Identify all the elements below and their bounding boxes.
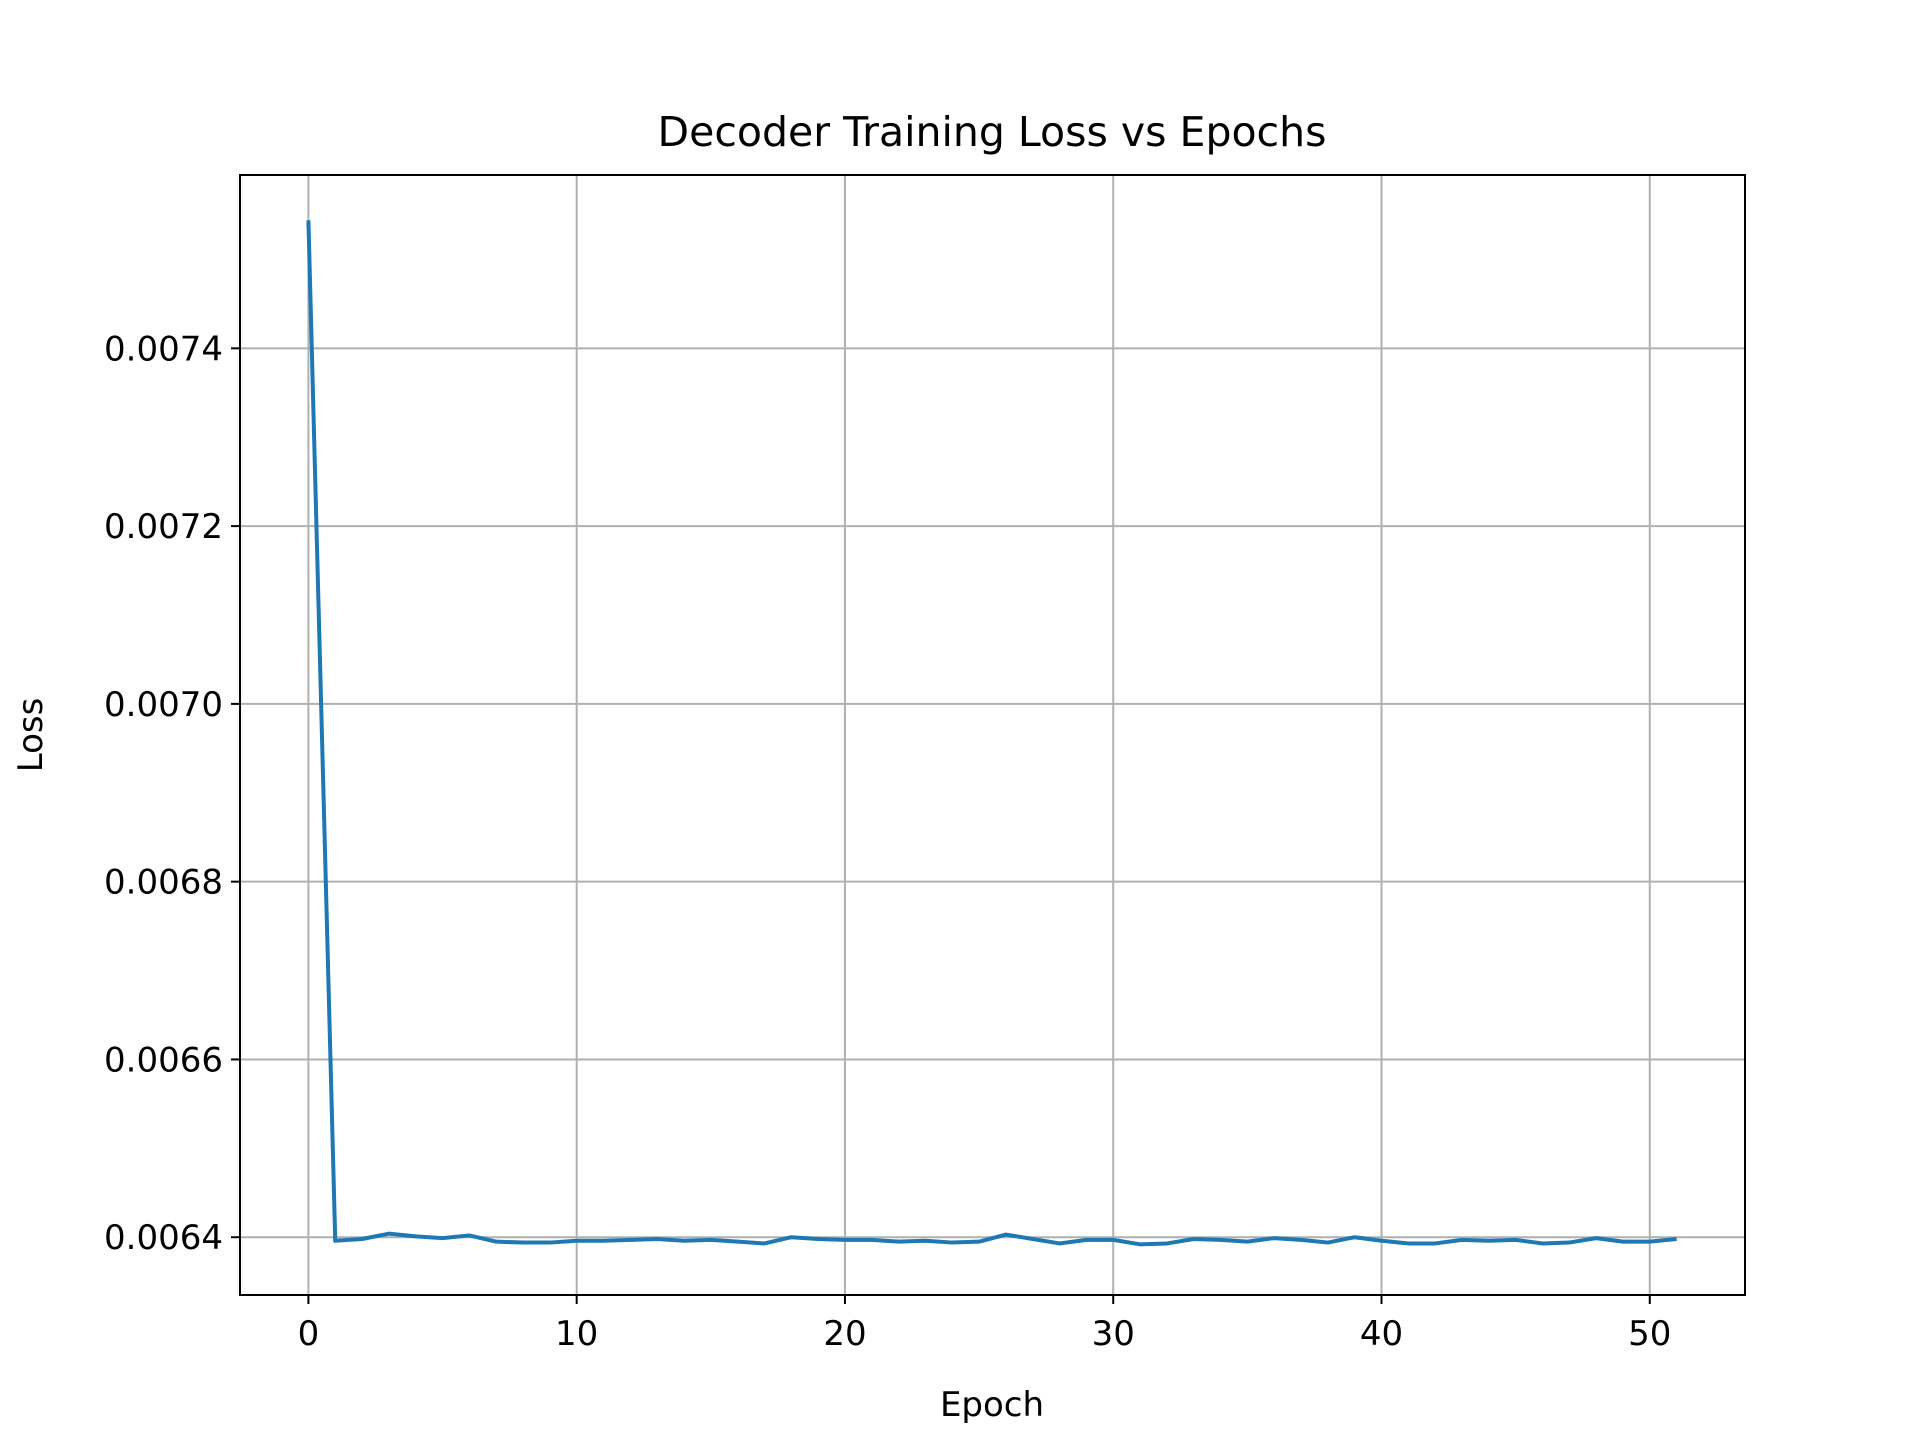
x-tick-label: 50	[1628, 1314, 1671, 1354]
chart-title: Decoder Training Loss vs Epochs	[658, 108, 1327, 156]
x-tick-label: 20	[823, 1314, 866, 1354]
y-tick-label: 0.0074	[104, 329, 223, 369]
x-tick-label: 0	[298, 1314, 320, 1354]
x-tick-label: 10	[555, 1314, 598, 1354]
y-axis-label: Loss	[11, 698, 51, 773]
x-tick-label: 40	[1360, 1314, 1403, 1354]
y-tick-label: 0.0072	[104, 507, 223, 547]
axis-ticks: 0 10 20 30 40 50 0.0064 0.0066 0.0068 0.0070 0.007…	[104, 329, 1671, 1354]
x-axis-label: Epoch	[940, 1385, 1044, 1425]
y-tick-label: 0.0066	[104, 1040, 223, 1080]
y-tick-label: 0.0064	[104, 1218, 223, 1258]
grid-lines	[240, 175, 1745, 1295]
y-tick-label: 0.0070	[104, 685, 223, 725]
plot-frame	[239, 174, 1746, 1296]
loss-series-line	[306, 220, 1677, 1247]
x-tick-label: 30	[1092, 1314, 1135, 1354]
y-tick-label: 0.0068	[104, 863, 223, 903]
series-lines	[306, 220, 1677, 1247]
